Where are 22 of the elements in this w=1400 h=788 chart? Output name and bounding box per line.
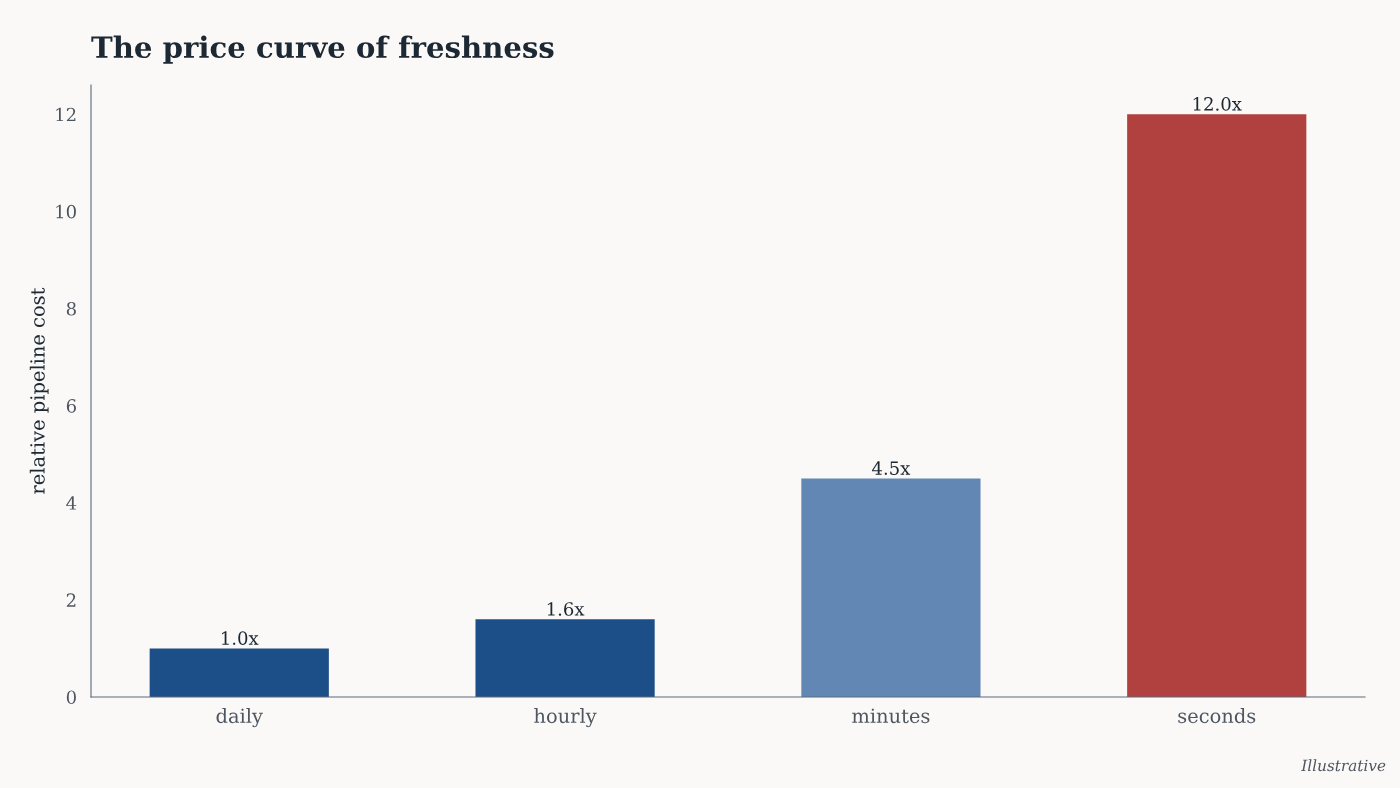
y-axis-title: relative pipeline cost: [29, 287, 49, 494]
bar: [1127, 114, 1307, 697]
y-tick-label: 2: [66, 593, 76, 607]
data-label: 1.6x: [547, 602, 585, 616]
y-tick-label: 6: [66, 399, 76, 413]
data-label: 1.0x: [222, 631, 259, 645]
y-tick-label: 8: [66, 301, 76, 316]
y-tick-label: 12: [56, 107, 76, 122]
y-tick-label: 0: [66, 690, 76, 705]
y-tick-label: 10: [56, 204, 76, 219]
chart-title: The price curve of freshness: [91, 35, 554, 64]
x-tick-label: daily: [216, 708, 263, 728]
y-tick-label: 4: [66, 496, 77, 510]
text: Illustrative: [1301, 759, 1386, 772]
x-tick-label: seconds: [1178, 708, 1256, 724]
bar: [801, 478, 981, 697]
x-tick-label: hourly: [534, 708, 597, 728]
data-label: 4.5x: [872, 461, 911, 475]
data-label: 12.0x: [1193, 97, 1242, 111]
bar: [475, 619, 655, 697]
x-tick-label: minutes: [852, 708, 930, 724]
bar: [149, 648, 329, 697]
